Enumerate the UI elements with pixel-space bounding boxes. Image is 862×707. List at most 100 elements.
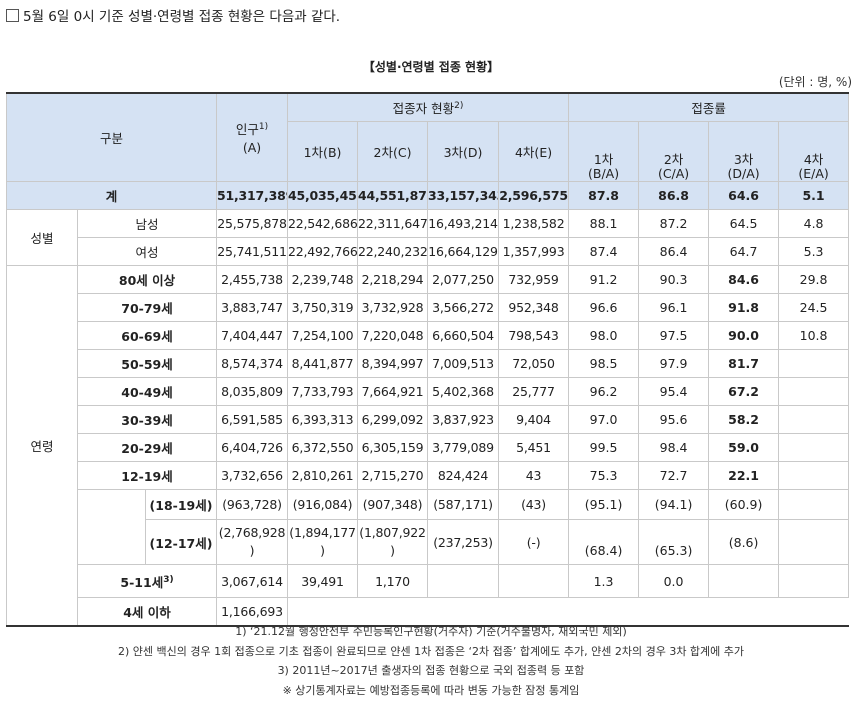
cell: 1,238,582: [498, 209, 570, 238]
unit-label: (단위 : 명, %): [778, 75, 852, 89]
cell: 5.1: [778, 181, 850, 210]
cell: 87.4: [568, 237, 640, 266]
cell: 6,299,092: [357, 405, 429, 434]
table-row: (18-19세) (963,728) (916,084) (907,348) (…: [7, 489, 850, 565]
cell: [708, 564, 780, 598]
cell: 97.9: [638, 349, 710, 378]
cell: 22,492,766: [287, 237, 359, 266]
header-rate: 접종률: [568, 92, 850, 122]
cell: 2,455,738: [216, 265, 289, 294]
row-label: 여성: [76, 237, 218, 266]
cell: 7,220,048: [357, 321, 429, 350]
cell: 22.1: [708, 461, 780, 490]
cell: [498, 564, 570, 598]
cell: 3,750,319: [287, 293, 359, 322]
cell: 10.8: [778, 321, 850, 350]
cell: (1,894,177): [287, 519, 359, 565]
cell: 3,566,272: [427, 293, 500, 322]
cell: 97.0: [568, 405, 640, 434]
cell: 8,574,374: [216, 349, 289, 378]
cell: 8,394,997: [357, 349, 429, 378]
header-rate2: 2차 (C/A): [638, 121, 710, 182]
cell: 96.1: [638, 293, 710, 322]
header-category: 구분: [5, 92, 218, 182]
cell: 81.7: [708, 349, 780, 378]
cell: 24.5: [778, 293, 850, 322]
cell: 22,311,647: [357, 209, 429, 238]
table-row: 60-69세 7,404,447 7,254,100 7,220,048 6,6…: [7, 321, 850, 350]
row-label: 40-49세: [76, 377, 218, 406]
cell: 97.5: [638, 321, 710, 350]
row-label: 70-79세: [76, 293, 218, 322]
cell: 3,779,089: [427, 433, 500, 462]
cell: 72,050: [498, 349, 570, 378]
cell: [778, 377, 850, 406]
row-label: 80세 이상: [76, 265, 218, 294]
cell: 91.8: [708, 293, 780, 322]
cell: (65.3): [638, 519, 710, 565]
cell: 2,810,261: [287, 461, 359, 490]
cell: 2,077,250: [427, 265, 500, 294]
total-row: 계 51,317,389 45,035,452 44,551,879 33,15…: [5, 181, 850, 210]
cell: 90.3: [638, 265, 710, 294]
cell: 0.0: [638, 564, 710, 598]
header-dose4: 4차(E): [498, 121, 570, 182]
cell: 732,959: [498, 265, 570, 294]
cell: 7,009,513: [427, 349, 500, 378]
row-label: 12-19세: [76, 461, 218, 490]
row-label: 20-29세: [76, 433, 218, 462]
cell: 88.1: [568, 209, 640, 238]
row-label: (18-19세): [144, 489, 218, 520]
cell: 58.2: [708, 405, 780, 434]
cell: [778, 405, 850, 434]
cell: 64.5: [708, 209, 780, 238]
table-row: 여성 25,741,511 22,492,766 22,240,232 16,6…: [7, 237, 850, 266]
cell: 25,575,878: [216, 209, 289, 238]
cell: 86.8: [638, 181, 710, 210]
cell: 9,404: [498, 405, 570, 434]
cell: 90.0: [708, 321, 780, 350]
cell: 43: [498, 461, 570, 490]
row-label: 계: [5, 181, 218, 210]
row-label: 50-59세: [76, 349, 218, 378]
cell: 22,542,686: [287, 209, 359, 238]
cell: (60.9): [708, 489, 780, 520]
cell: 72.7: [638, 461, 710, 490]
cell: (8.6): [708, 519, 780, 565]
empty-cell: [287, 597, 358, 626]
row-label: 60-69세: [76, 321, 218, 350]
cell: 87.8: [568, 181, 640, 210]
cell: 25,741,511: [216, 237, 289, 266]
cell: (963,728): [216, 489, 289, 520]
table-row: 성별 남성 25,575,878 22,542,686 22,311,647 1…: [6, 209, 850, 266]
cell: 5,451: [498, 433, 570, 462]
cell: (-): [498, 519, 570, 565]
cell: 4.8: [778, 209, 850, 238]
cell: (587,171): [427, 489, 500, 520]
sub-row-indent: [77, 489, 146, 565]
cell: 2,239,748: [287, 265, 359, 294]
cell: 1.3: [568, 564, 640, 598]
cell: 8,035,809: [216, 377, 289, 406]
cell: 3,883,747: [216, 293, 289, 322]
table-row: 30-39세 6,591,585 6,393,313 6,299,092 3,8…: [7, 405, 850, 434]
cell: [778, 489, 850, 520]
cell: (237,253): [427, 519, 500, 565]
cell: 67.2: [708, 377, 780, 406]
cell: 33,157,343: [427, 181, 500, 210]
cell: 87.2: [638, 209, 710, 238]
header-rate1: 1차 (B/A): [568, 121, 640, 182]
cell: [427, 564, 500, 598]
cell: 44,551,879: [357, 181, 429, 210]
cell: 98.0: [568, 321, 640, 350]
table-row: (12-17세) (2,768,928) (1,894,177) (1,807,…: [7, 519, 850, 565]
cell: 3,067,614: [216, 564, 289, 598]
cell: 64.7: [708, 237, 780, 266]
cell: [778, 461, 850, 490]
cell: 6,372,550: [287, 433, 359, 462]
cell: 1,357,993: [498, 237, 570, 266]
cell: [778, 519, 850, 565]
cell: (916,084): [287, 489, 359, 520]
cell: [778, 433, 850, 462]
row-label: 30-39세: [76, 405, 218, 434]
